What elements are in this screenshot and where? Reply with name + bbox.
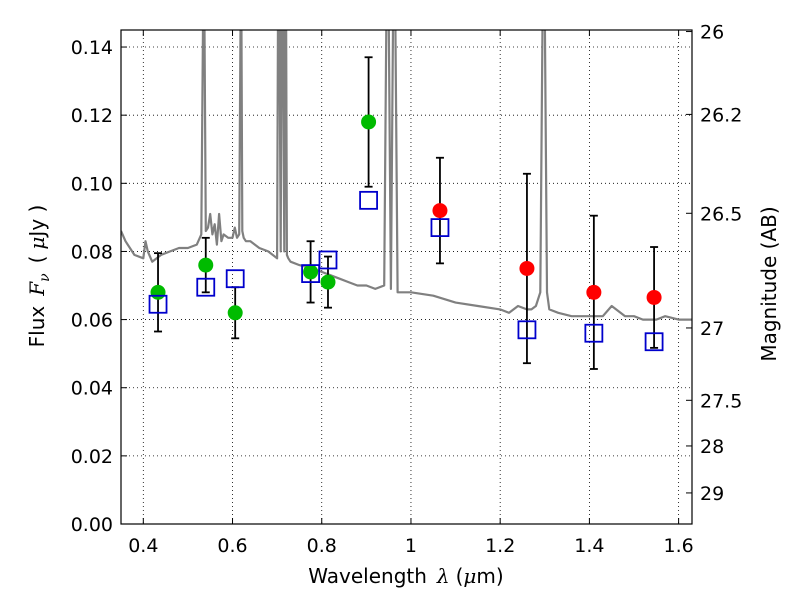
x-axis-unit-rest: m) xyxy=(476,564,503,588)
y2-tick-label: 27.5 xyxy=(700,390,742,412)
observed-near-ir-point xyxy=(432,203,448,219)
model-photometry-point xyxy=(318,250,338,270)
y2-tick-label: 27 xyxy=(700,318,724,340)
y2-tick-label: 29 xyxy=(700,483,724,505)
x-axis-label: Wavelength λ (μm) xyxy=(308,564,503,588)
y-tick-label: 0.04 xyxy=(71,378,113,400)
model-photometry-point xyxy=(148,294,168,314)
y-axis-symbol-sub: ν xyxy=(37,273,53,282)
y-tick-label: 0.08 xyxy=(71,241,113,263)
tick-marks xyxy=(121,30,692,525)
observed-optical-point xyxy=(303,264,319,280)
observed-optical-point xyxy=(150,284,166,300)
observed-near-ir-point xyxy=(519,260,535,276)
model-photometry-point xyxy=(430,218,450,238)
y-axis-unit-mu: μ xyxy=(25,237,49,250)
markers-layer xyxy=(148,114,664,352)
y-axis-unit-rest: Jy ) xyxy=(25,205,49,239)
plot-frame xyxy=(120,29,693,525)
y-axis-label: Flux Fν ( μJy ) xyxy=(25,205,53,348)
y-tick-label: 0.10 xyxy=(71,173,113,195)
error-bars-layer xyxy=(154,56,659,370)
y-tick-label: 0.14 xyxy=(71,37,113,59)
x-axis-unit-open: ( xyxy=(456,564,464,588)
x-axis-unit-mu: μ xyxy=(463,564,476,588)
model-spectrum-line xyxy=(121,30,692,321)
y-axis-symbol: F xyxy=(25,281,49,297)
observed-near-ir-point xyxy=(586,284,602,300)
observed-optical-point xyxy=(320,274,336,290)
model-photometry-point xyxy=(584,323,604,343)
y2-tick-label: 28 xyxy=(700,436,724,458)
x-tick-label: 0.4 xyxy=(128,535,158,557)
x-tick-label: 0.8 xyxy=(307,535,337,557)
observed-near-ir-point xyxy=(646,289,662,305)
y-axis-unit-open: ( xyxy=(25,256,49,264)
x-axis-label-text: Wavelength xyxy=(308,564,427,588)
model-photometry-point xyxy=(301,264,320,283)
model-photometry-point xyxy=(196,277,216,297)
y-tick-label: 0.12 xyxy=(71,105,113,127)
x-axis-symbol: λ xyxy=(436,564,450,588)
y-axis-label-text: Flux xyxy=(25,306,49,348)
y2-tick-label: 26.5 xyxy=(700,203,742,225)
tick-labels: 0.4 0.6 0.8 1 1.2 1.4 1.6 0.00 0.02 0.04 0.06 0.08 0… xyxy=(71,22,743,557)
observed-optical-point xyxy=(198,257,214,273)
observed-optical-point xyxy=(361,114,377,130)
model-spectrum-layer xyxy=(121,30,692,321)
x-tick-label: 1.6 xyxy=(664,535,694,557)
model-photometry-point xyxy=(517,320,537,340)
y2-axis-label: Magnitude (AB) xyxy=(757,206,781,361)
x-tick-label: 1.2 xyxy=(485,535,515,557)
y-tick-label: 0.00 xyxy=(71,514,113,536)
observed-optical-point xyxy=(227,305,243,321)
model-photometry-point xyxy=(644,332,664,352)
x-tick-label: 1.4 xyxy=(574,535,604,557)
x-tick-label: 1 xyxy=(405,535,417,557)
x-tick-label: 0.6 xyxy=(217,535,247,557)
model-photometry-point xyxy=(359,190,378,210)
y2-tick-label: 26.2 xyxy=(700,104,742,126)
y-tick-label: 0.02 xyxy=(71,446,113,468)
model-photometry-point xyxy=(225,269,245,289)
y-tick-label: 0.06 xyxy=(71,310,113,332)
y2-tick-label: 26 xyxy=(700,22,724,44)
